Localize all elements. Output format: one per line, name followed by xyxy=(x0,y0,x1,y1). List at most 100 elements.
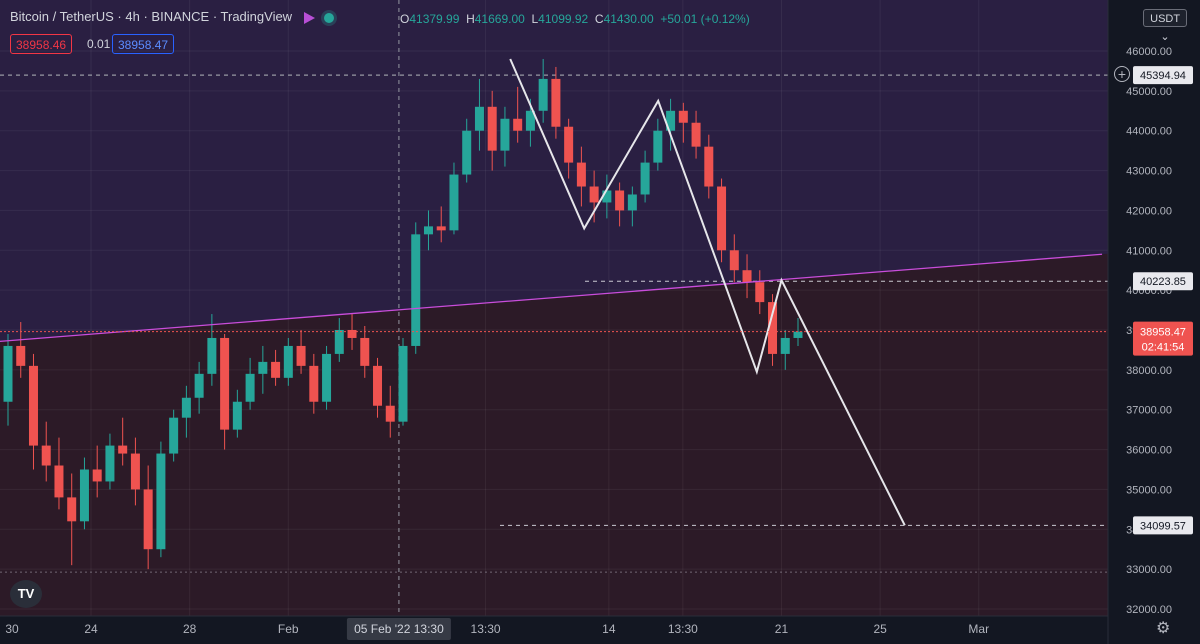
candle xyxy=(474,78,484,151)
candle xyxy=(653,118,663,171)
candle-body xyxy=(436,226,446,231)
candle xyxy=(589,170,599,223)
zigzag-projection[interactable] xyxy=(509,58,906,526)
candle-body xyxy=(551,78,561,127)
candle xyxy=(602,174,612,219)
candle-body xyxy=(143,489,153,550)
candle xyxy=(423,210,433,251)
current-price-box xyxy=(1133,321,1193,356)
candle-body xyxy=(615,190,625,211)
price-level-box xyxy=(1133,272,1193,291)
candle xyxy=(334,318,344,362)
time-tick-label: Mar xyxy=(968,622,989,636)
candle xyxy=(768,294,778,366)
candle xyxy=(54,437,64,510)
candle-body xyxy=(589,186,599,203)
candle-body xyxy=(169,417,179,454)
crosshair-date-text: 05 Feb '22 13:30 xyxy=(354,622,444,636)
tradingview-logo[interactable]: TV xyxy=(10,580,42,608)
candle-body xyxy=(513,118,523,131)
time-tick-label: 30 xyxy=(5,622,19,636)
candle xyxy=(181,385,191,438)
trendline[interactable] xyxy=(0,253,1103,344)
candle-body xyxy=(793,331,803,338)
price-tick-label: 44000.00 xyxy=(1126,126,1172,138)
interval[interactable]: 4h xyxy=(125,9,140,24)
candle-body xyxy=(79,469,89,522)
price-tick-label: 35000.00 xyxy=(1126,484,1172,496)
time-tick-label: 13:30 xyxy=(471,622,501,636)
candle-body xyxy=(258,361,268,374)
flag-icon[interactable] xyxy=(303,11,315,24)
symbol-name[interactable]: Bitcoin / TetherUS xyxy=(10,9,114,24)
candlestick-series xyxy=(3,58,803,570)
candle-body xyxy=(385,405,395,422)
time-axis[interactable]: 30 24 28 Feb 13:30 14 13:30 21 25 Mar 05 Feb '22 1… xyxy=(5,618,989,640)
candle xyxy=(640,150,650,203)
price-tick-label: 32000.00 xyxy=(1126,604,1172,616)
candle-body xyxy=(54,465,64,498)
time-tick-label: 13:30 xyxy=(668,622,698,636)
candle xyxy=(28,353,38,470)
price-tick-label: 38000.00 xyxy=(1126,365,1172,377)
crosshair-date-box xyxy=(346,618,451,640)
candle-body xyxy=(92,469,102,482)
candle-body xyxy=(334,329,344,354)
candle xyxy=(92,445,102,498)
candle-body xyxy=(678,110,688,123)
candle xyxy=(143,465,153,570)
candle xyxy=(41,421,51,482)
candle-body xyxy=(28,365,38,446)
crosshair-date-label: 05 Feb '22 13:30 xyxy=(346,618,451,640)
price-level-label: 34099.57 xyxy=(1133,516,1193,535)
candle-body xyxy=(245,373,255,402)
candle xyxy=(691,110,701,159)
candle-body xyxy=(283,345,293,378)
candle xyxy=(245,357,255,410)
candle-body xyxy=(41,445,51,466)
candle xyxy=(118,417,128,466)
candle-body xyxy=(564,126,574,163)
candle xyxy=(156,441,166,558)
buy-button[interactable]: 38958.47 xyxy=(112,34,175,54)
candle-body xyxy=(487,106,497,151)
candle xyxy=(67,473,77,566)
candle-body xyxy=(538,78,548,111)
candle-body xyxy=(3,345,13,402)
candle xyxy=(283,337,293,386)
candle-body xyxy=(67,497,77,522)
time-tick-label: 21 xyxy=(775,622,789,636)
candle-body xyxy=(118,445,128,454)
candle xyxy=(780,329,790,370)
current-price-text: 38958.47 xyxy=(1140,327,1186,339)
candle-body xyxy=(360,337,370,366)
sell-button[interactable]: 38958.46 xyxy=(10,34,73,54)
candle xyxy=(207,314,217,386)
candle-body xyxy=(691,122,701,147)
candle-body xyxy=(232,401,242,430)
candle-body xyxy=(220,337,230,430)
candle xyxy=(220,333,230,450)
price-level-text: 40223.85 xyxy=(1140,276,1186,288)
candle xyxy=(717,178,727,263)
candle xyxy=(729,234,739,283)
candle-body xyxy=(398,345,408,422)
time-tick-label: 28 xyxy=(183,622,197,636)
time-tick-label: 25 xyxy=(873,622,887,636)
price-level-text: 34099.57 xyxy=(1140,520,1186,532)
candle xyxy=(500,106,510,167)
gear-icon[interactable]: ⚙ xyxy=(1156,620,1171,637)
candle xyxy=(755,270,765,315)
candle xyxy=(576,146,586,207)
price-tick-label: 46000.00 xyxy=(1126,46,1172,58)
time-tick-label: 24 xyxy=(84,622,98,636)
candle-body xyxy=(462,130,472,175)
current-price-label: 38958.47 02:41:54 xyxy=(1133,321,1193,356)
currency-select[interactable]: USDT ⌄ xyxy=(1143,9,1187,43)
candle xyxy=(436,206,446,243)
add-alert-plus-icon[interactable]: + xyxy=(1114,66,1130,82)
candle-body xyxy=(411,234,421,346)
candle xyxy=(742,254,752,299)
candle-body xyxy=(640,162,650,195)
